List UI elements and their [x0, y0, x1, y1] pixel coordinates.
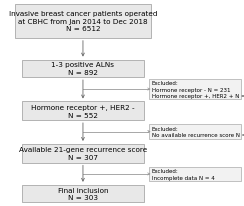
FancyBboxPatch shape: [22, 102, 144, 121]
Text: Excluded:
No available recurrence score N = 245: Excluded: No available recurrence score …: [152, 126, 244, 138]
FancyBboxPatch shape: [22, 60, 144, 78]
Text: 1-3 positive ALNs
N = 892: 1-3 positive ALNs N = 892: [51, 62, 114, 76]
FancyBboxPatch shape: [150, 80, 241, 99]
Text: Excluded:
Incomplete data N = 4: Excluded: Incomplete data N = 4: [152, 168, 215, 180]
FancyBboxPatch shape: [15, 5, 151, 39]
Text: Excluded:
Hormone receptor - N = 231
Hormone receptor +, HER2 + N = 109: Excluded: Hormone receptor - N = 231 Hor…: [152, 81, 244, 98]
FancyBboxPatch shape: [150, 125, 241, 139]
Text: Final inclusion
N = 303: Final inclusion N = 303: [58, 187, 108, 200]
FancyBboxPatch shape: [150, 167, 241, 181]
Text: Available 21-gene recurrence score
N = 307: Available 21-gene recurrence score N = 3…: [19, 147, 147, 160]
FancyBboxPatch shape: [22, 185, 144, 202]
Text: Invasive breast cancer patients operated
at CBHC from Jan 2014 to Dec 2018
N = 6: Invasive breast cancer patients operated…: [9, 11, 157, 32]
Text: Hormone receptor +, HER2 -
N = 552: Hormone receptor +, HER2 - N = 552: [31, 104, 135, 118]
FancyBboxPatch shape: [22, 144, 144, 163]
